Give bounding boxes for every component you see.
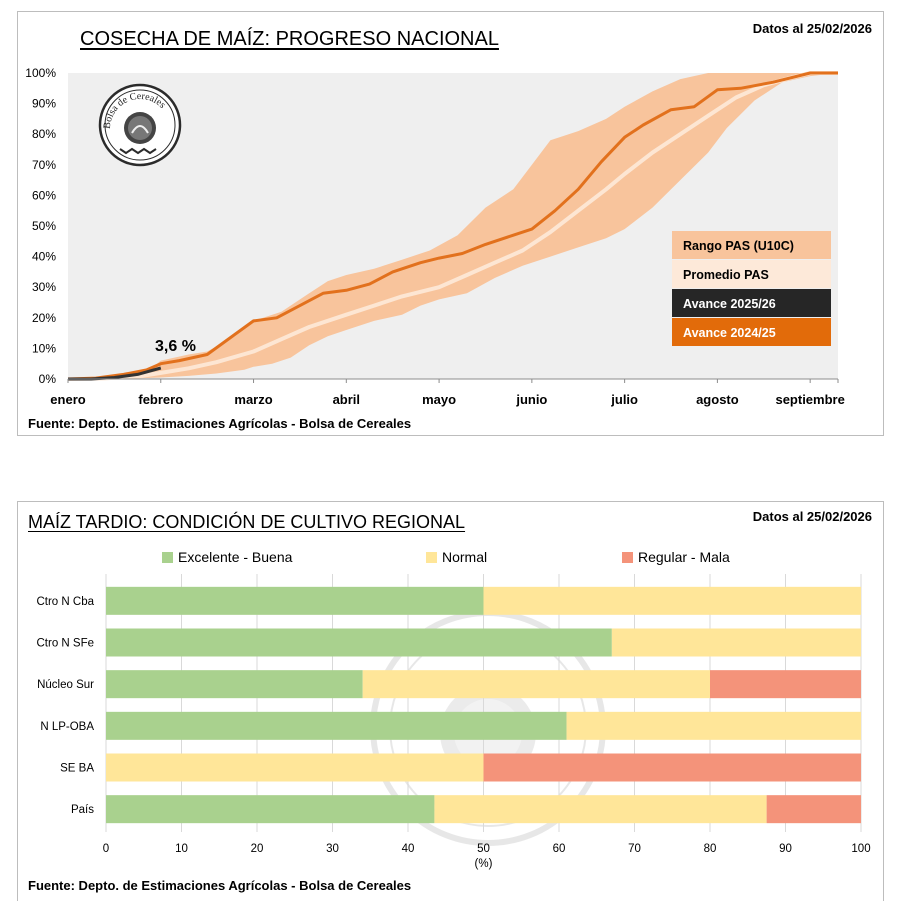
series-line-previous [67, 71, 838, 381]
x-tick-label: 20 [251, 843, 264, 855]
y-tick-label: 20% [32, 311, 56, 325]
category-label: País [71, 804, 94, 816]
x-tick-label: febrero [138, 392, 183, 407]
category-label: Ctro N Cba [36, 596, 94, 608]
bar-segment [106, 753, 484, 782]
chart-title: COSECHA DE MAÍZ: PROGRESO NACIONAL [80, 28, 499, 50]
legend-item-current: Avance 2025/26 [672, 289, 831, 317]
y-tick-label: 10% [32, 341, 56, 355]
x-tick-label: abril [333, 392, 360, 407]
x-tick-label: junio [515, 392, 547, 407]
bar-segment [106, 670, 363, 699]
harvest-progress-panel: enero febrero marzo abril mayo junio julio agos… [17, 11, 884, 436]
bar-segment [106, 711, 567, 740]
y-tick-label: 60% [32, 188, 56, 202]
y-tick-label: 30% [32, 280, 56, 294]
legend-item-range: Rango PAS (U10C) [672, 231, 831, 259]
x-tick-label: marzo [234, 392, 272, 407]
x-tick-label: 60 [553, 843, 566, 855]
x-tick-label: 0 [103, 843, 109, 855]
y-tick-label: 80% [32, 127, 56, 141]
legend-swatch [622, 551, 633, 563]
y-tick-label: 50% [32, 219, 56, 233]
legend-label: Normal [442, 549, 488, 565]
date-label-2: Datos al 25/02/2026 [752, 509, 872, 524]
legend-item-normal: Normal [426, 549, 487, 565]
chart-source-2: Fuente: Depto. de Estimaciones Agrícolas… [28, 878, 412, 893]
x-tick-label: 90 [779, 843, 792, 855]
legend-label: Excelente - Buena [178, 549, 293, 565]
x-tick-label: 40 [402, 843, 415, 855]
bar-segment [710, 670, 861, 699]
x-axis-label: (%) [475, 858, 493, 870]
x-tick-label: agosto [696, 392, 739, 407]
bar-segment [106, 628, 612, 657]
legend-swatch [426, 551, 437, 563]
legend-label: Regular - Mala [638, 549, 730, 565]
x-tick-label: julio [610, 392, 638, 407]
bar-segment [611, 628, 861, 657]
y-tick-label: 40% [32, 250, 56, 264]
category-label: N LP-OBA [40, 721, 94, 733]
category-label: Ctro N SFe [36, 638, 94, 650]
y-tick-label: 100% [25, 66, 56, 80]
series-range-band [68, 73, 838, 379]
x-tick-label: 100 [851, 843, 870, 855]
x-tick-label: enero [50, 392, 85, 407]
y-tick-label: 70% [32, 158, 56, 172]
bar-segment [106, 586, 484, 615]
chart-title-2: MAÍZ TARDIO: CONDICIÓN DE CULTIVO REGION… [28, 512, 466, 532]
crop-condition-chart: Ctro N Cba Ctro N SFe Núcleo Sur N LP-OBA SE… [36, 574, 871, 870]
bar-segment [766, 795, 861, 824]
x-tick-label: septiembre [775, 392, 844, 407]
x-tick-label: 70 [628, 843, 641, 855]
x-tick-label: mayo [422, 392, 456, 407]
x-tick-label: 80 [704, 843, 717, 855]
legend-item-excellent-good: Excelente - Buena [162, 549, 292, 565]
y-tick-label: 0% [39, 372, 57, 386]
date-label: Datos al 25/02/2026 [752, 21, 872, 36]
category-label: SE BA [60, 763, 94, 775]
bolsa-de-cereales-seal-icon: Bolsa de Cereales [98, 83, 182, 172]
bar-segment [362, 670, 710, 699]
x-tick-label: 10 [175, 843, 188, 855]
bar-segment [566, 711, 861, 740]
legend-item-regular-bad: Regular - Mala [622, 549, 730, 565]
series-line-average [67, 71, 838, 381]
legend-item-average: Promedio PAS [672, 260, 831, 288]
category-label: Núcleo Sur [37, 679, 94, 691]
x-tick-label: 30 [326, 843, 339, 855]
legend-item-previous: Avance 2024/25 [672, 318, 831, 346]
chart-source: Fuente: Depto. de Estimaciones Agrícolas… [28, 416, 412, 431]
x-tick-label: 50 [477, 843, 490, 855]
y-tick-label: 90% [32, 97, 56, 111]
legend-swatch [162, 551, 173, 563]
bar-segment [483, 753, 861, 782]
bar-segment [434, 795, 767, 824]
crop-condition-panel: Ctro N Cba Ctro N SFe Núcleo Sur N LP-OBA SE… [17, 501, 884, 901]
bar-segment [483, 586, 861, 615]
harvest-progress-chart: enero febrero marzo abril mayo junio julio agos… [25, 66, 845, 407]
bar-segment [106, 795, 435, 824]
current-progress-annotation: 3,6 % [155, 338, 196, 355]
